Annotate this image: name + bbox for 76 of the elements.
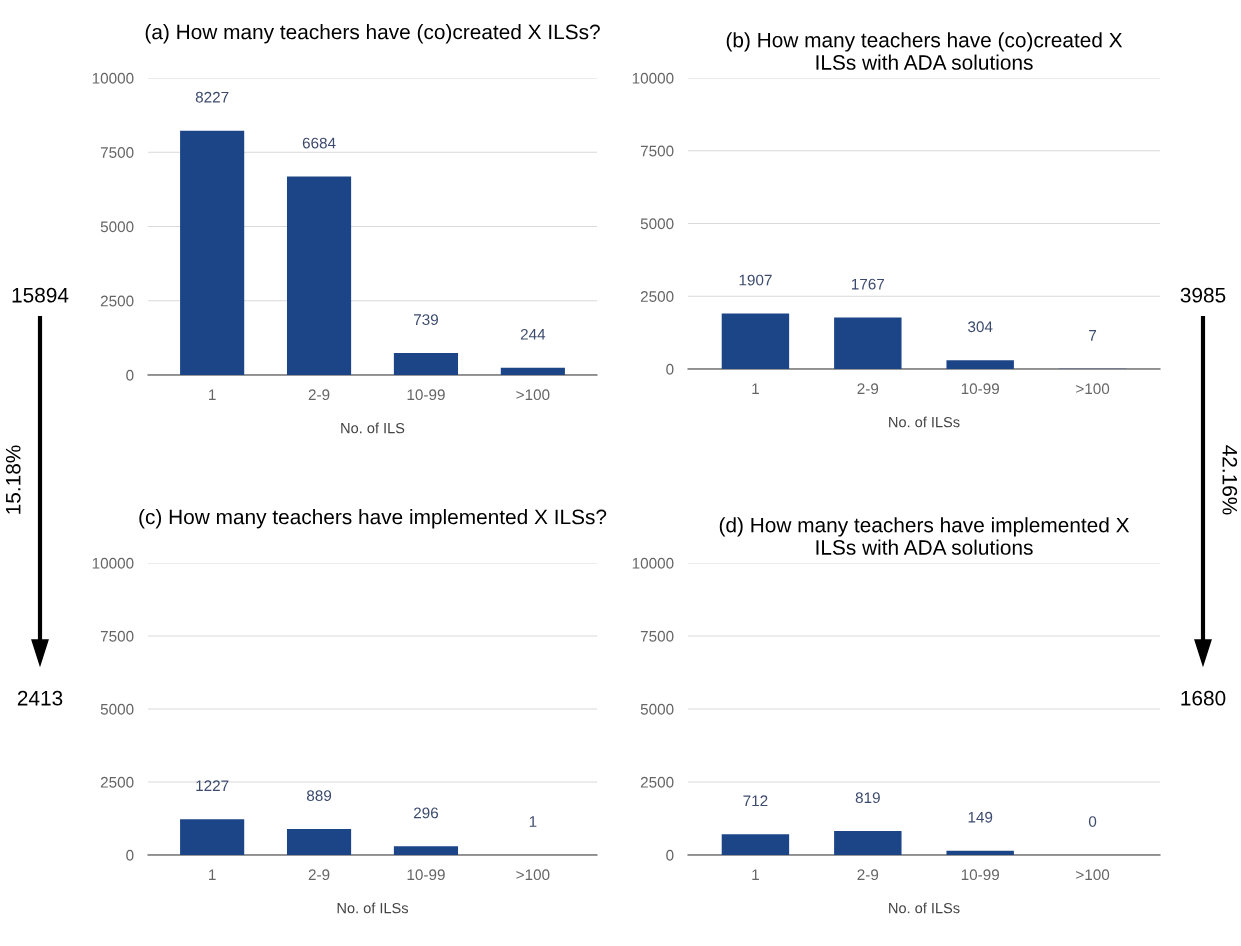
y-tick-label: 7500 (640, 145, 674, 157)
data-label: 244 (520, 328, 546, 340)
y-tick-label: 10000 (632, 557, 674, 569)
x-tick-label: 1 (752, 383, 759, 394)
y-tick-label: 5000 (640, 218, 674, 230)
x-tick-label: 2-9 (308, 389, 330, 401)
y-tick-label: 0 (666, 363, 674, 375)
x-axis-title: No. of ILS (341, 422, 405, 434)
bar (286, 176, 352, 375)
x-tick-label: 2-9 (857, 869, 879, 881)
y-tick-label: 2500 (100, 776, 134, 788)
bar (393, 846, 459, 855)
x-tick-label: 10-99 (961, 869, 1000, 881)
text: 15894 (12, 287, 69, 303)
data-label: 304 (968, 321, 993, 333)
data-label: 1 (529, 816, 537, 827)
chart-title: (d) How many teachers have implemented X ILSs with ADA solutions (719, 517, 1130, 555)
bar (286, 829, 352, 855)
y-tick-label: 5000 (100, 703, 134, 715)
y-tick-label: 10000 (632, 72, 674, 84)
text: 2413 (17, 690, 63, 706)
y-tick-label: 10000 (92, 72, 134, 84)
bar (180, 130, 245, 375)
x-axis-title: No. of ILSs (889, 902, 960, 914)
chart-title: (a) How many teachers have (co)created X ILSs? (145, 24, 600, 44)
x-tick-label: 1 (209, 389, 216, 400)
y-tick-label: 0 (126, 369, 134, 381)
data-label: 8227 (195, 91, 229, 103)
y-tick-label: 7500 (100, 630, 134, 642)
x-axis-title: No. of ILSs (889, 416, 960, 428)
data-label: 1227 (196, 780, 229, 791)
y-tick-label: 10000 (92, 557, 134, 569)
y-tick-label: 5000 (100, 221, 134, 233)
x-tick-label: >100 (516, 869, 550, 881)
y-tick-label: 2500 (640, 776, 674, 788)
x-tick-label: 1 (209, 869, 216, 880)
chart-title: (c) How many teachers have implemented X ILSs? (139, 509, 607, 529)
y-tick-label: 0 (126, 849, 134, 861)
data-label: 0 (1088, 816, 1097, 827)
y-tick-label: 5000 (640, 703, 674, 715)
y-tick-label: 0 (666, 849, 674, 861)
x-tick-label: >100 (1076, 383, 1110, 395)
data-label: 889 (306, 790, 332, 802)
data-label: 1907 (739, 274, 772, 286)
bar (721, 313, 790, 369)
y-tick-label: 7500 (100, 147, 134, 158)
x-tick-label: 10-99 (407, 389, 445, 401)
bar (393, 353, 459, 375)
x-tick-label: 10-99 (407, 869, 445, 881)
bar (834, 317, 902, 369)
data-label: 6684 (302, 137, 336, 149)
bar (946, 360, 1014, 369)
x-tick-label: 2-9 (308, 869, 330, 881)
x-tick-label: >100 (516, 389, 550, 401)
text: 42.16% (1222, 445, 1238, 515)
x-tick-label: >100 (1076, 869, 1110, 881)
chart-title: (b) How many teachers have (co)created X ILSs with ADA solutions (726, 32, 1123, 70)
data-label: 7 (1089, 330, 1097, 341)
bar (500, 367, 565, 375)
y-tick-label: 7500 (640, 630, 674, 642)
x-tick-label: 2-9 (857, 383, 879, 395)
data-label: 296 (413, 807, 439, 819)
x-tick-label: 10-99 (961, 383, 1000, 395)
text: 1680 (1181, 690, 1226, 706)
x-tick-label: 1 (752, 869, 759, 880)
bar (180, 819, 245, 855)
text: 15.18% (5, 445, 21, 514)
data-label: 149 (968, 811, 993, 823)
y-tick-label: 2500 (100, 295, 134, 307)
data-label: 712 (743, 795, 768, 807)
data-label: 739 (413, 314, 438, 326)
y-tick-label: 2500 (640, 291, 674, 302)
data-label: 819 (855, 792, 880, 804)
x-axis-title: No. of ILSs (337, 902, 409, 914)
data-label: 1767 (851, 278, 885, 290)
text: 3985 (1180, 287, 1226, 303)
